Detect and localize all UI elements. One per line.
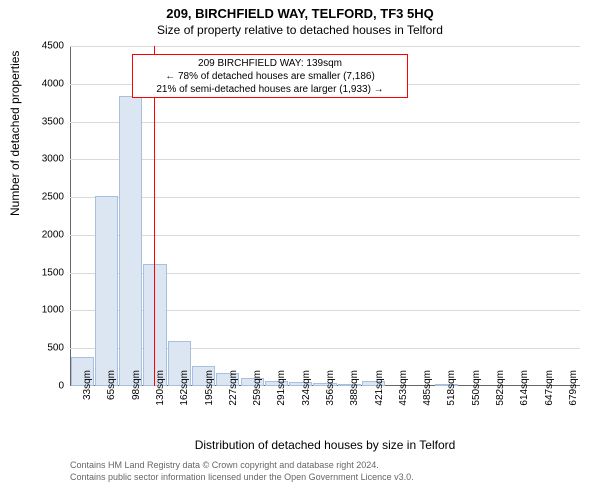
x-tick-label: 130sqm [155,364,166,420]
histogram-bar [119,96,142,386]
y-tick-label: 2000 [42,229,64,240]
y-tick-label: 3500 [42,116,64,127]
annotation-line: 209 BIRCHFIELD WAY: 139sqm [137,57,403,70]
x-tick-label: 33sqm [82,364,93,420]
y-tick-label: 500 [47,343,64,354]
x-tick-label: 227sqm [228,364,239,420]
x-tick-label: 356sqm [325,364,336,420]
gridline [70,46,580,47]
x-tick-label: 388sqm [349,364,360,420]
x-tick-label: 324sqm [301,364,312,420]
title-line-2: Size of property relative to detached ho… [0,21,600,37]
annotation-box: 209 BIRCHFIELD WAY: 139sqm← 78% of detac… [132,54,408,98]
x-tick-label: 195sqm [204,364,215,420]
annotation-line: 21% of semi-detached houses are larger (… [137,83,403,96]
x-tick-label: 485sqm [422,364,433,420]
y-tick-label: 1000 [42,305,64,316]
x-tick-label: 550sqm [471,364,482,420]
histogram-bar [95,196,118,386]
x-tick-label: 614sqm [519,364,530,420]
x-tick-label: 421sqm [374,364,385,420]
x-tick-label: 453sqm [398,364,409,420]
x-tick-label: 679sqm [568,364,579,420]
gridline [70,197,580,198]
x-tick-label: 518sqm [446,364,457,420]
x-tick-label: 259sqm [252,364,263,420]
footer-line-2: Contains public sector information licen… [70,472,414,482]
x-tick-label: 162sqm [179,364,190,420]
title-line-1: 209, BIRCHFIELD WAY, TELFORD, TF3 5HQ [0,0,600,21]
x-tick-label: 98sqm [131,364,142,420]
y-tick-label: 4000 [42,78,64,89]
x-tick-label: 291sqm [276,364,287,420]
annotation-line: ← 78% of detached houses are smaller (7,… [137,70,403,83]
x-tick-label: 65sqm [106,364,117,420]
gridline [70,235,580,236]
footer-line-1: Contains HM Land Registry data © Crown c… [70,460,379,470]
x-axis-label: Distribution of detached houses by size … [70,438,580,452]
y-tick-label: 1500 [42,267,64,278]
chart-plot-area: 05001000150020002500300035004000450033sq… [70,46,580,386]
x-tick-label: 582sqm [495,364,506,420]
y-tick-label: 3000 [42,154,64,165]
y-tick-label: 0 [58,381,64,392]
gridline [70,159,580,160]
chart-container: 209, BIRCHFIELD WAY, TELFORD, TF3 5HQ Si… [0,0,600,500]
x-tick-label: 647sqm [544,364,555,420]
y-tick-label: 2500 [42,192,64,203]
y-tick-label: 4500 [42,41,64,52]
gridline [70,122,580,123]
